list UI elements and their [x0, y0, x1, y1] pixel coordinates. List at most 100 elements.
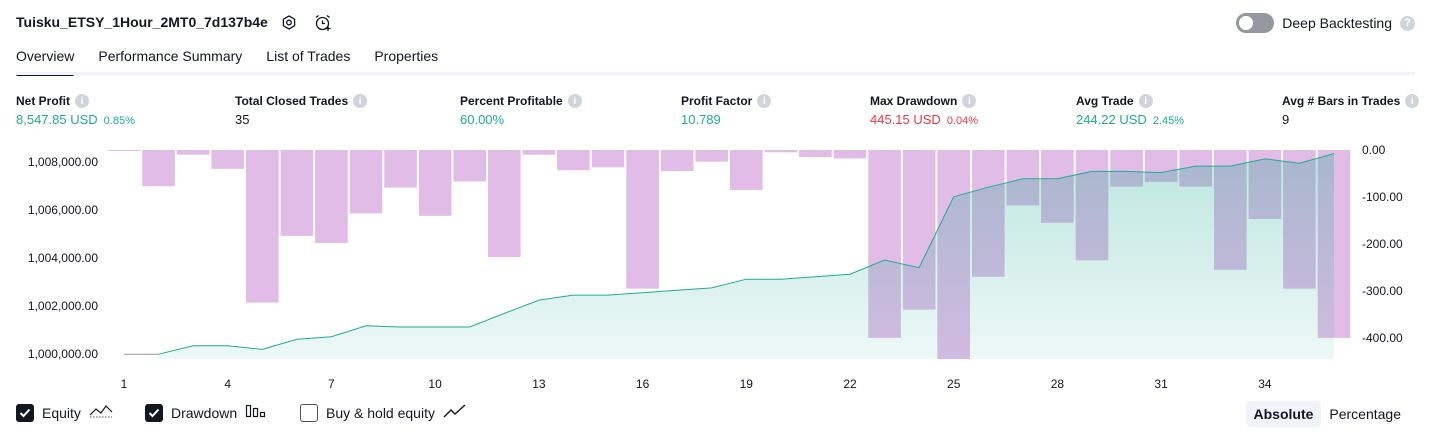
right-axis-tick: -100.00	[1362, 190, 1403, 204]
x-axis-tick: 13	[532, 377, 546, 391]
left-axis-tick: 1,006,000.00	[28, 203, 98, 217]
stat-label: Total Closed Trades	[235, 94, 349, 108]
drawdown-bar	[764, 150, 798, 153]
stat-value: 9	[1282, 112, 1290, 127]
drawdown-bar	[280, 150, 314, 236]
legend-buy-hold[interactable]: Buy & hold equity	[300, 403, 467, 422]
stat-value: 244.22 USD	[1076, 112, 1147, 127]
stat-label: Profit Factor	[681, 94, 753, 108]
drawdown-bars-icon	[245, 403, 267, 422]
legend-label: Buy & hold equity	[326, 404, 435, 421]
drawdown-checkbox[interactable]	[145, 403, 163, 422]
info-icon[interactable]: i	[757, 94, 772, 108]
left-axis-tick: 1,004,000.00	[28, 251, 98, 265]
display-mode-switch: Absolute Percentage	[1245, 401, 1410, 427]
stat-value: 445.15 USD	[870, 112, 941, 127]
stat-percent: 0.04%	[946, 115, 979, 127]
stat-label: Avg # Bars in Trades	[1282, 94, 1401, 108]
tab-bar: Overview Performance Summary List of Tra…	[16, 48, 439, 76]
info-icon[interactable]: i	[962, 94, 977, 108]
stat-label: Net Profit	[16, 94, 70, 108]
info-icon[interactable]: i	[353, 94, 368, 108]
x-axis-tick: 28	[1051, 377, 1065, 391]
stat-profit-factor: Profit Factor i 10.789	[681, 94, 772, 127]
x-axis-tick: 34	[1258, 377, 1272, 391]
alarm-add-icon[interactable]	[313, 13, 333, 33]
left-axis-tick: 1,002,000.00	[28, 299, 98, 313]
stat-label: Percent Profitable	[460, 94, 563, 108]
drawdown-bar	[142, 150, 175, 187]
drawdown-bar	[211, 150, 244, 169]
stat-avg-trade: Avg Trade i 244.22 USD 2.45%	[1076, 94, 1184, 127]
info-icon[interactable]: i	[1138, 94, 1153, 108]
equity-line-icon	[89, 403, 113, 422]
x-axis-tick: 7	[328, 377, 335, 391]
help-icon[interactable]: ?	[1400, 15, 1415, 31]
drawdown-bar	[453, 150, 486, 182]
info-icon[interactable]: i	[567, 94, 582, 108]
left-axis-tick: 1,000,000.00	[28, 347, 98, 361]
drawdown-bar	[626, 150, 659, 289]
equity-line	[158, 153, 1335, 355]
stat-percent: 2.45%	[1152, 115, 1185, 127]
equity-area	[158, 153, 1335, 359]
drawdown-bar	[695, 150, 728, 162]
drawdown-bar	[315, 150, 348, 243]
x-axis-tick: 16	[636, 377, 650, 391]
tab-list-of-trades[interactable]: List of Trades	[266, 48, 351, 64]
toggle-knob	[1239, 16, 1254, 30]
x-axis-tick: 4	[224, 377, 231, 391]
x-axis-tick: 1	[121, 377, 128, 391]
left-axis-tick: 1,008,000.00	[28, 155, 98, 169]
legend-equity[interactable]: Equity	[16, 403, 113, 422]
drawdown-bar	[349, 150, 383, 214]
buy-hold-line-icon	[443, 403, 467, 422]
stat-total-closed-trades: Total Closed Trades i 35	[235, 94, 368, 127]
stat-percent: 0.85%	[103, 115, 135, 127]
drawdown-bar	[660, 150, 694, 172]
drawdown-bar	[557, 150, 590, 171]
drawdown-bar	[246, 150, 279, 303]
tab-overview[interactable]: Overview	[16, 48, 75, 76]
stat-net-profit: Net Profit i 8,547.85 USD 0.85%	[16, 94, 135, 127]
right-axis-tick: 0.00	[1362, 143, 1386, 157]
tab-properties[interactable]: Properties	[374, 48, 439, 64]
stat-avg-bars: Avg # Bars in Trades i 9	[1282, 94, 1420, 127]
drawdown-bar	[418, 150, 452, 216]
info-icon[interactable]: i	[1405, 94, 1420, 108]
deep-backtesting-label: Deep Backtesting	[1282, 15, 1392, 31]
absolute-button[interactable]: Absolute	[1245, 401, 1322, 427]
x-axis-tick: 22	[843, 377, 857, 391]
drawdown-bar	[488, 150, 521, 258]
x-axis-tick: 25	[947, 377, 961, 391]
stat-value: 60.00%	[460, 112, 505, 127]
percentage-button[interactable]: Percentage	[1329, 406, 1401, 422]
legend-label: Equity	[42, 404, 81, 421]
gear-icon[interactable]	[279, 13, 299, 33]
buy-hold-checkbox[interactable]	[300, 403, 318, 422]
drawdown-bar	[522, 150, 556, 155]
drawdown-bar	[176, 150, 210, 155]
stat-percent-profitable: Percent Profitable i 60.00%	[460, 94, 582, 127]
legend-drawdown[interactable]: Drawdown	[145, 403, 267, 422]
stat-value: 8,547.85 USD	[16, 112, 98, 127]
right-axis-tick: -300.00	[1362, 284, 1403, 298]
stat-value: 10.789	[681, 112, 721, 127]
drawdown-bar	[730, 150, 763, 190]
right-axis-tick: -400.00	[1362, 331, 1403, 345]
equity-checkbox[interactable]	[16, 403, 34, 422]
stat-label: Max Drawdown	[870, 94, 958, 108]
equity-drawdown-chart: 1,000,000.00 1,002,000.00 1,004,000.00 1,00…	[28, 143, 1403, 391]
tab-performance-summary[interactable]: Performance Summary	[98, 48, 243, 64]
x-axis-tick: 10	[428, 377, 442, 391]
tab-divider	[16, 72, 1415, 75]
strategy-title: Tuisku_ETSY_1Hour_2MT0_7d137b4e	[16, 14, 268, 30]
drawdown-bar	[833, 150, 867, 159]
drawdown-bar	[384, 150, 417, 188]
right-axis-tick: -200.00	[1362, 237, 1403, 251]
stat-value: 35	[235, 112, 250, 127]
x-axis-tick: 19	[740, 377, 754, 391]
stat-max-drawdown: Max Drawdown i 445.15 USD 0.04%	[870, 94, 978, 127]
info-icon[interactable]: i	[75, 94, 89, 108]
deep-backtesting-toggle[interactable]	[1236, 13, 1275, 33]
